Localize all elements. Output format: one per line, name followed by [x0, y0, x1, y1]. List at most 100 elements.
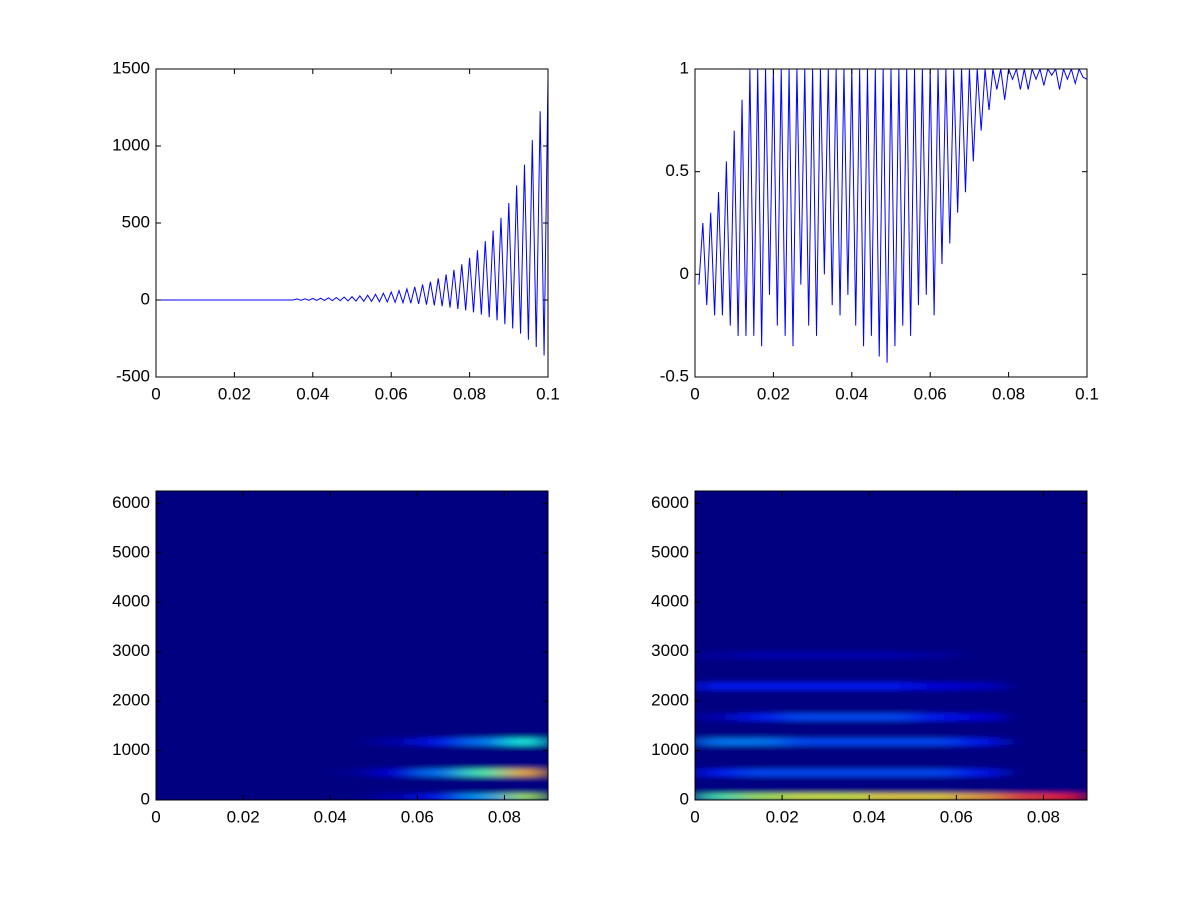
heatmap-cell — [373, 701, 418, 708]
heatmap-cell — [460, 787, 505, 795]
heatmap-cell — [199, 744, 244, 752]
heatmap-cell — [738, 651, 783, 659]
heatmap-cell — [373, 670, 418, 677]
x-tick-label: 0.02 — [757, 384, 790, 403]
heatmap-cell — [460, 651, 505, 659]
heatmap-cell — [825, 744, 870, 752]
heatmap-cell — [825, 787, 870, 795]
heatmap-cell — [417, 738, 462, 745]
heatmap-cell — [956, 793, 1001, 800]
heatmap-cell — [825, 781, 870, 789]
heatmap-cell — [956, 744, 1001, 752]
heatmap-cell — [912, 701, 957, 708]
y-tick-label: 2000 — [112, 691, 150, 710]
heatmap-cell — [460, 657, 505, 665]
heatmap-cell — [286, 657, 331, 665]
heatmap-cell — [869, 664, 914, 671]
heatmap-cell — [286, 694, 331, 702]
heatmap-cell — [695, 725, 740, 733]
x-tick-label: 0.06 — [375, 384, 408, 403]
x-tick-label: 0 — [690, 807, 699, 826]
heatmap-cell — [156, 744, 201, 752]
heatmap-cell — [738, 664, 783, 671]
heatmap-cell — [373, 762, 418, 770]
y-tick-label: 1500 — [112, 58, 150, 77]
heatmap-cell — [199, 769, 244, 776]
heatmap-cell — [738, 694, 783, 702]
heatmap-cell — [460, 682, 505, 690]
heatmap-cell — [956, 713, 1001, 721]
heatmap-cell — [782, 713, 827, 721]
heatmap-cell — [504, 738, 548, 745]
heatmap-cell — [243, 719, 288, 727]
heatmap-cell — [1043, 719, 1087, 727]
heatmap-cell — [695, 707, 740, 714]
heatmap-cell — [460, 676, 505, 684]
heatmap-cell — [912, 793, 957, 800]
heatmap-cell — [999, 787, 1044, 795]
heatmap-cell — [373, 651, 418, 659]
heatmap-cell — [912, 682, 957, 690]
heatmap-cell — [156, 738, 201, 745]
heatmap-cell — [695, 738, 740, 745]
heatmap-cell — [1043, 651, 1087, 659]
heatmap-cell — [199, 670, 244, 677]
x-tick-label: 0 — [151, 384, 160, 403]
heatmap-cell — [738, 738, 783, 745]
heatmap-cell — [695, 744, 740, 752]
heatmap-cell — [869, 682, 914, 690]
x-tick-label: 0.1 — [536, 384, 560, 403]
heatmap-cell — [738, 676, 783, 684]
y-tick-label: -0.5 — [660, 366, 689, 385]
heatmap-cell — [869, 713, 914, 721]
heatmap-cell — [999, 713, 1044, 721]
heatmap-cell — [912, 707, 957, 714]
heatmap-cell — [504, 682, 548, 690]
heatmap-cell — [243, 744, 288, 752]
heatmap-cell — [999, 725, 1044, 733]
heatmap-cell — [504, 670, 548, 677]
heatmap-cell — [373, 756, 418, 764]
heatmap-cell — [1043, 769, 1087, 776]
heatmap-cell — [956, 657, 1001, 665]
heatmap-cell — [417, 750, 462, 758]
heatmap-cell — [286, 732, 331, 739]
heatmap-cell — [1043, 781, 1087, 789]
heatmap-cell — [504, 713, 548, 721]
heatmap-cell — [999, 694, 1044, 702]
signal-line — [698, 69, 1087, 363]
heatmap-cell — [156, 682, 201, 690]
heatmap-cell — [912, 781, 957, 789]
heatmap-cell — [199, 787, 244, 795]
heatmap-cell — [999, 775, 1044, 782]
heatmap-cell — [956, 781, 1001, 789]
heatmap-cell — [330, 725, 375, 733]
heatmap-cell — [417, 781, 462, 789]
heatmap-cell — [460, 738, 505, 745]
heatmap-cell — [912, 732, 957, 739]
heatmap-cell — [330, 719, 375, 727]
heatmap-cell — [999, 756, 1044, 764]
heatmap-cell — [156, 719, 201, 727]
heatmap-cell — [1043, 694, 1087, 702]
x-tick-label: 0.04 — [314, 807, 347, 826]
heatmap-cell — [330, 769, 375, 776]
heatmap-cell — [243, 775, 288, 782]
heatmap-cell — [695, 701, 740, 708]
heatmap-cell — [199, 762, 244, 770]
heatmap-cell — [199, 738, 244, 745]
heatmap-cell — [999, 769, 1044, 776]
heatmap-cell — [417, 664, 462, 671]
heatmap-cell — [156, 713, 201, 721]
heatmap-cell — [912, 676, 957, 684]
heatmap-cell — [330, 688, 375, 696]
heatmap-cell — [869, 725, 914, 733]
heatmap-cell — [417, 762, 462, 770]
heatmap-cell — [1043, 664, 1087, 671]
heatmap-cell — [869, 670, 914, 677]
heatmap-cell — [243, 694, 288, 702]
heatmap-cell — [825, 713, 870, 721]
heatmap-cell — [460, 670, 505, 677]
heatmap-cell — [286, 725, 331, 733]
